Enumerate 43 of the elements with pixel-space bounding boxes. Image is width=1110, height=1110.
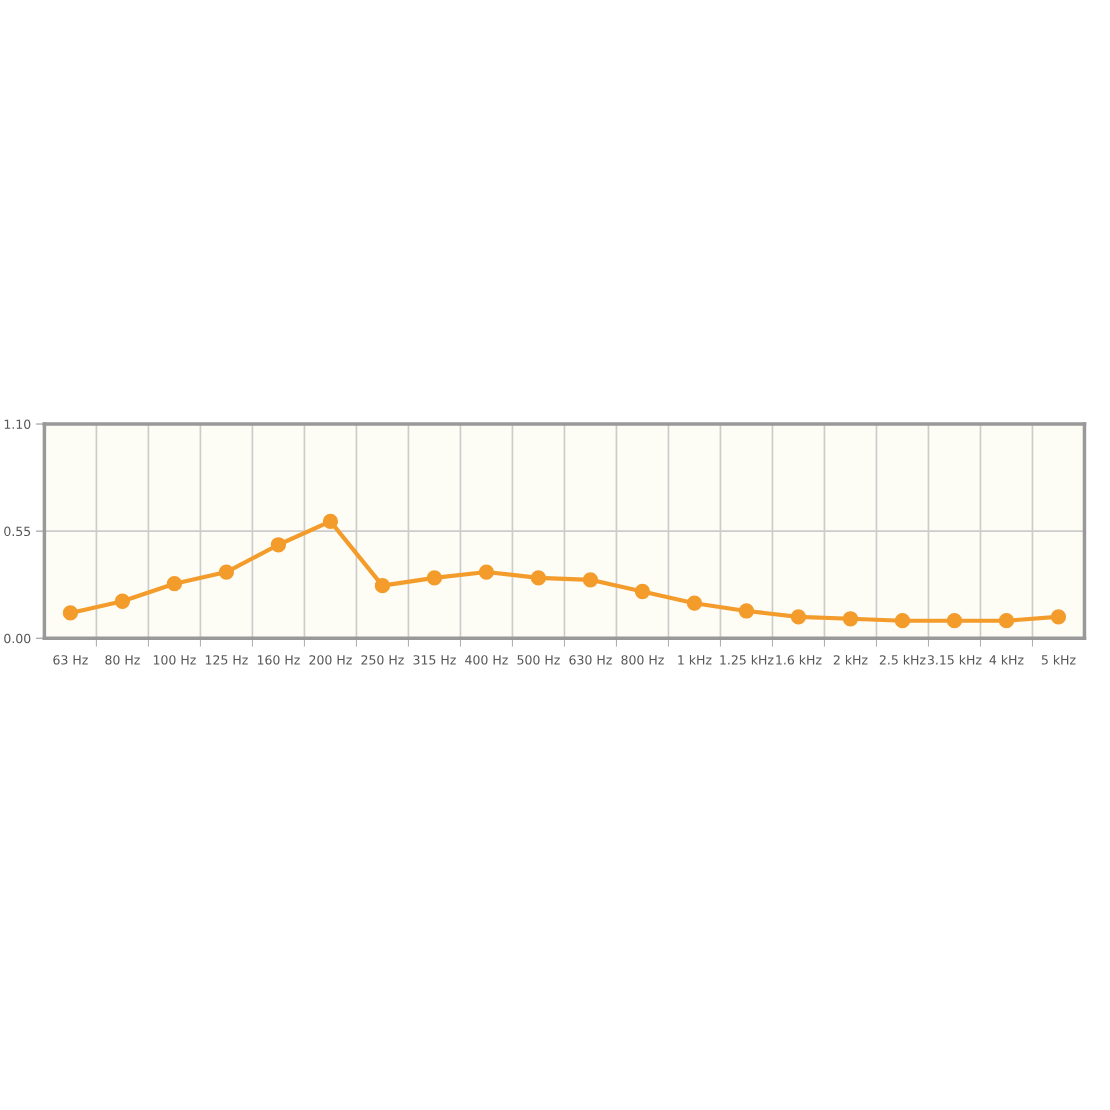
y-tick-label: 0.00 (4, 633, 31, 644)
point (270, 537, 287, 553)
x-tick-label: 200 Hz (309, 655, 352, 665)
x-tick-label: 160 Hz (257, 655, 300, 665)
point (478, 564, 495, 580)
point (426, 570, 443, 586)
point (374, 578, 391, 594)
point (842, 611, 859, 627)
point (894, 613, 911, 629)
x-tick-label: 1 kHz (678, 654, 712, 665)
x-tick-label: 100 Hz (153, 655, 196, 665)
x-tick-label: 5 kHz (1041, 654, 1076, 665)
x-tick-label: 500 Hz (517, 655, 560, 665)
x-tick-label: 315 Hz (413, 655, 456, 665)
x-tick-label: 400 Hz (465, 655, 508, 665)
x-tick-label: 630 Hz (569, 655, 612, 665)
point (998, 613, 1015, 629)
x-tick-label: 800 Hz (621, 655, 664, 665)
point (582, 572, 599, 588)
x-tick-label: 1.6 kHz (776, 654, 822, 665)
x-tick-label: 63 Hz (53, 655, 88, 665)
point (946, 613, 963, 629)
point (114, 593, 131, 609)
x-tick-label: 250 Hz (361, 655, 404, 665)
y-tick-label: 1.10 (4, 419, 31, 429)
x-tick-label: 2.5 kHz (879, 654, 926, 665)
point (218, 564, 235, 580)
point (738, 603, 755, 619)
x-tick-label: 3.15 kHz (927, 654, 982, 665)
point (322, 513, 339, 530)
point (62, 605, 79, 621)
point (1050, 609, 1067, 625)
point (790, 609, 807, 625)
point (634, 583, 651, 600)
x-tick-label: 1.25 kHz (720, 654, 774, 665)
x-tick-label: 80 Hz (105, 655, 140, 665)
point (166, 576, 183, 592)
point (530, 570, 547, 586)
x-tick-label: 4 kHz (989, 654, 1024, 665)
x-tick-label: 2 kHz (833, 654, 868, 665)
y-tick-label: 0.55 (4, 526, 31, 537)
x-tick-label: 125 Hz (205, 655, 248, 665)
point (686, 595, 703, 611)
